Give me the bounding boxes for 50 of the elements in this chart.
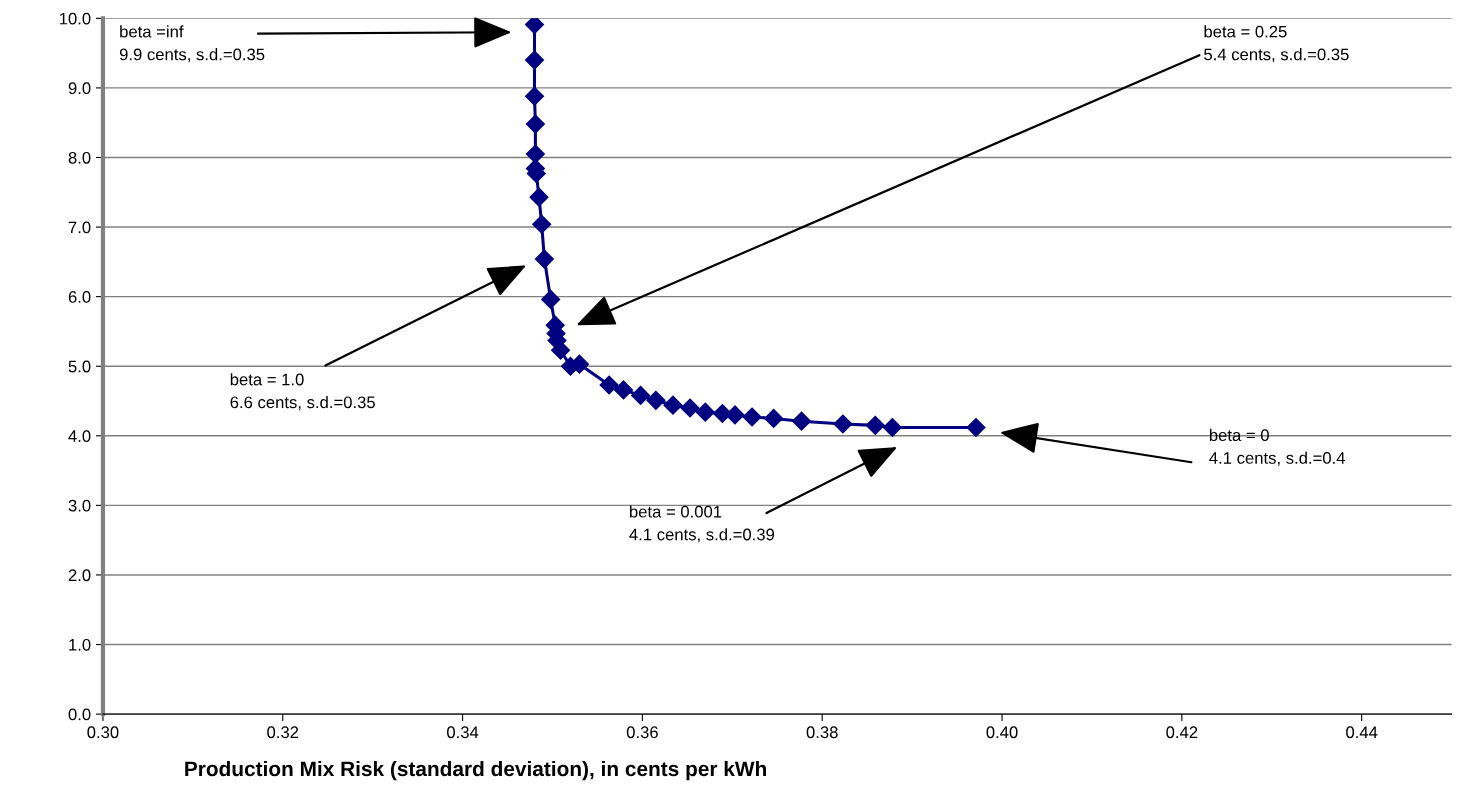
point xyxy=(551,340,571,360)
x-tick-label: 0.38 xyxy=(806,726,838,739)
point xyxy=(532,214,552,234)
x-tick-label: 0.32 xyxy=(267,726,299,739)
point xyxy=(524,86,545,106)
point xyxy=(742,407,762,427)
x-tick-label: 0.30 xyxy=(87,726,119,739)
y-tick-label: 7.0 xyxy=(68,221,91,234)
x-tick-label: 0.44 xyxy=(1346,726,1378,739)
point xyxy=(525,144,545,164)
point xyxy=(865,415,885,435)
x-tick-label: 0.40 xyxy=(986,726,1018,739)
annotation: beta = 1.0 6.6 cents, s.d.=0.35 xyxy=(230,373,375,411)
y-tick-label: 2.0 xyxy=(68,569,91,582)
annotation: beta = 0.25 5.4 cents, s.d.=0.35 xyxy=(1204,25,1349,63)
point xyxy=(663,395,683,415)
point xyxy=(529,187,549,207)
y-tick-label: 0.0 xyxy=(68,708,91,721)
y-tick-label: 5.0 xyxy=(68,360,91,373)
point xyxy=(534,249,554,269)
point xyxy=(882,417,902,437)
annotation: beta = 0 4.1 cents, s.d.=0.4 xyxy=(1209,428,1345,466)
point xyxy=(631,385,651,405)
point xyxy=(646,390,666,410)
x-tick-label: 0.36 xyxy=(626,726,658,739)
y-tick-label: 9.0 xyxy=(68,82,91,95)
x-tick-label: 0.42 xyxy=(1166,726,1198,739)
y-tick-label: 10.0 xyxy=(59,12,91,25)
y-tick-label: 4.0 xyxy=(68,430,91,442)
y-tick-label: 8.0 xyxy=(68,151,91,164)
point xyxy=(680,398,700,418)
point xyxy=(695,402,715,422)
point xyxy=(764,408,784,428)
point xyxy=(792,411,812,431)
point xyxy=(966,417,986,437)
y-tick-label: 1.0 xyxy=(69,638,91,651)
point xyxy=(525,114,545,134)
point xyxy=(524,50,545,70)
point xyxy=(599,375,619,395)
x-axis-title: Production Mix Risk (standard deviation), in cents per kWh xyxy=(185,760,766,781)
annotation: beta = 0.001 4.1 cents, s.d.=0.39 xyxy=(629,505,775,543)
point xyxy=(541,289,561,309)
point xyxy=(613,380,634,400)
y-tick-label: 6.0 xyxy=(68,291,91,303)
y-tick-label: 3.0 xyxy=(68,499,91,512)
point xyxy=(725,405,745,425)
annotation: beta =inf 9.9 cents, s.d.=0.35 xyxy=(119,25,265,63)
point xyxy=(833,414,853,434)
x-tick-label: 0.34 xyxy=(447,726,479,739)
point xyxy=(524,18,545,35)
